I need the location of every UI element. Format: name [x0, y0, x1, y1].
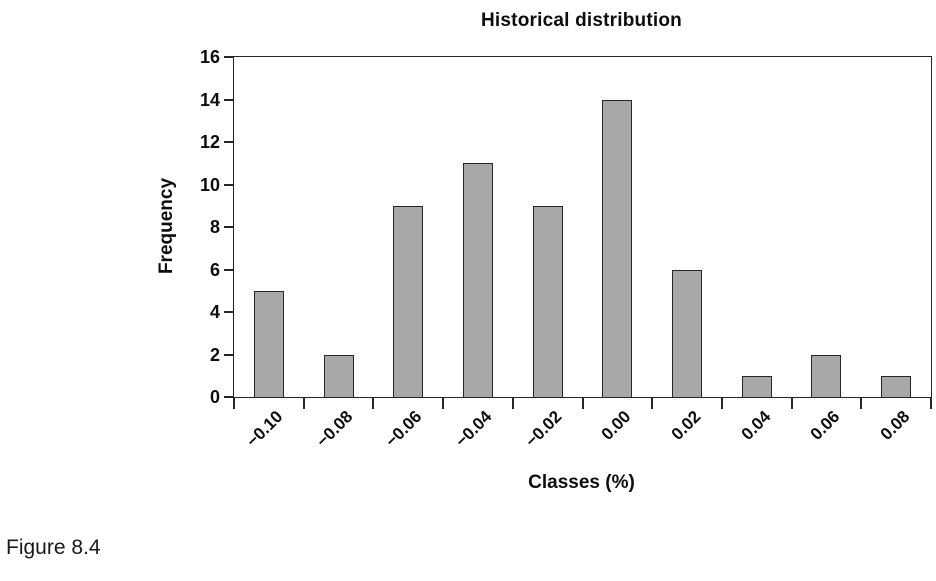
- y-tick-mark: [224, 268, 233, 271]
- y-tick-mark: [224, 311, 233, 313]
- y-tick-mark: [224, 353, 233, 356]
- figure-caption: Figure 8.4: [6, 536, 101, 559]
- x-tick-mark: [930, 398, 932, 409]
- y-tick-label: 16: [199, 47, 220, 67]
- y-tick-label: 6: [209, 259, 220, 280]
- y-tick-label: 4: [209, 302, 220, 322]
- bar-−0.04: [462, 163, 493, 397]
- x-tick-mark: [720, 398, 723, 409]
- y-tick-label: 10: [199, 174, 220, 195]
- y-tick-mark: [224, 396, 233, 398]
- y-tick-mark: [224, 98, 233, 101]
- y-tick-label: 0: [209, 387, 220, 407]
- bar-0.06: [811, 354, 842, 397]
- bar-0.00: [602, 99, 633, 397]
- x-tick-mark: [442, 398, 445, 409]
- bar-−0.06: [393, 205, 424, 397]
- bar-0.04: [741, 375, 772, 397]
- bar-−0.10: [253, 290, 284, 397]
- bar-−0.02: [532, 205, 563, 397]
- y-tick-label: 8: [209, 217, 220, 237]
- x-axis-title: Classes (%): [528, 472, 635, 493]
- y-tick-label: 14: [199, 89, 220, 110]
- y-tick-mark: [224, 141, 233, 143]
- x-tick-mark: [581, 398, 584, 409]
- x-tick-mark: [511, 398, 514, 409]
- bar-−0.08: [323, 354, 354, 397]
- y-axis-title: Frequency: [156, 177, 177, 275]
- y-tick-mark: [224, 226, 233, 228]
- x-tick-mark: [302, 398, 305, 409]
- x-tick-mark: [860, 398, 863, 409]
- chart-title: Historical distribution: [481, 10, 682, 31]
- x-tick-mark: [651, 398, 654, 409]
- plot-area: 0 2 4 6 8 10 12 14 16 −0.10 −0.08 −0.06 −0.04 −0.02 0.…: [200, 47, 932, 451]
- y-tick-label: 12: [199, 132, 220, 152]
- bar-0.08: [881, 375, 912, 397]
- y-tick-mark: [224, 56, 233, 58]
- y-tick-mark: [224, 183, 233, 186]
- bar-0.02: [672, 269, 703, 397]
- x-tick-mark: [372, 398, 375, 409]
- x-tick-mark: [790, 398, 793, 409]
- y-tick-label: 2: [209, 344, 220, 365]
- x-tick-mark: [233, 398, 235, 409]
